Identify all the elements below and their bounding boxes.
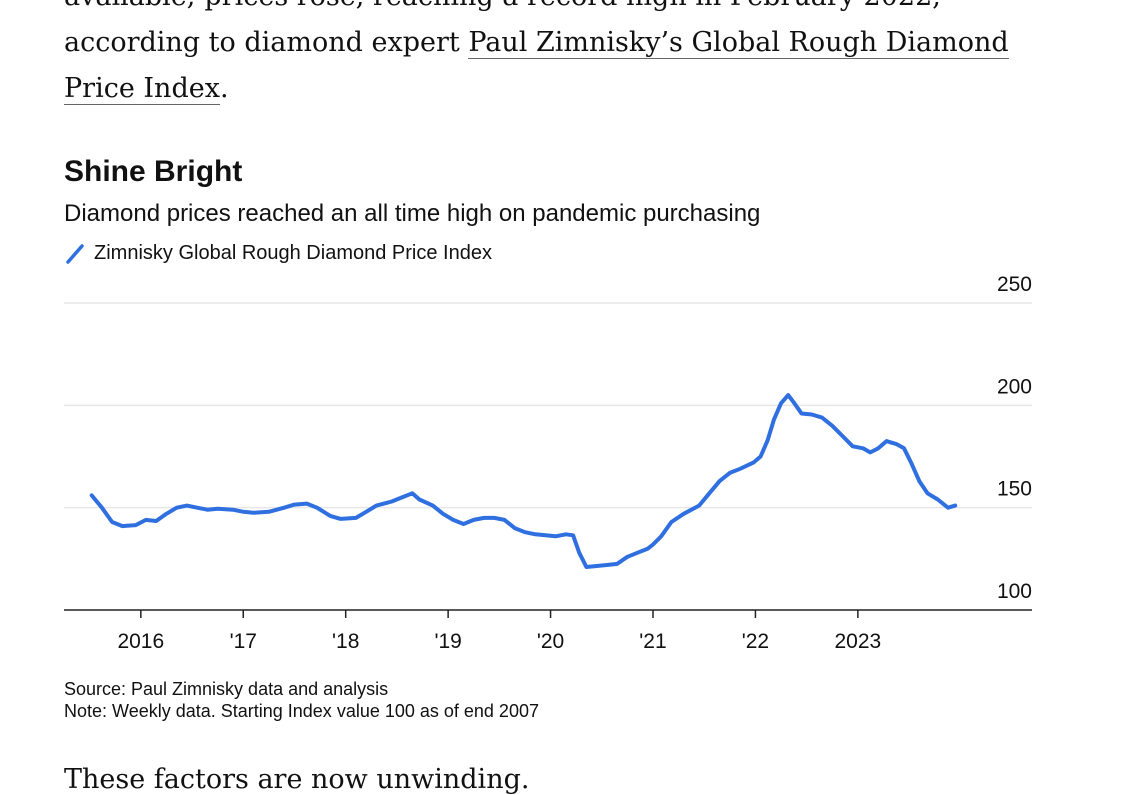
legend-series-label: Zimnisky Global Rough Diamond Price Inde… (94, 242, 492, 264)
legend-line-icon (66, 243, 84, 264)
x-tick-label-2017: '17 (230, 630, 257, 653)
chart-legend: Zimnisky Global Rough Diamond Price Inde… (64, 242, 492, 265)
x-tick-label-2021: '21 (639, 630, 666, 653)
x-tick-label-2016: 2016 (117, 630, 164, 653)
article-paragraph-end: . (219, 73, 229, 104)
article-paragraph: available; prices rose, reaching a recor… (64, 0, 1064, 112)
series-line-0 (89, 393, 958, 569)
article-next-paragraph: These factors are now unwinding. (64, 764, 530, 795)
x-tick-label-2020: '20 (537, 630, 564, 653)
chart-note: Note: Weekly data. Starting Index value … (64, 701, 539, 721)
article-paragraph-text: available; prices rose, reaching a recor… (64, 0, 941, 58)
line-chart: 100 150 200 250 2016 '17 '18 '19 '20 '21 '22 2023 (64, 273, 1032, 653)
y-tick-label-150: 150 (997, 478, 1032, 501)
x-tick-label-2022: '22 (742, 630, 769, 653)
x-tick-label-2018: '18 (332, 630, 359, 653)
x-tick-label-2023: 2023 (835, 630, 882, 653)
x-tick-label-2019: '19 (434, 630, 461, 653)
y-tick-label-100: 100 (997, 580, 1032, 603)
zimnisky-index-link[interactable]: Paul Zimnisky’s Global Rough Diamond Pri… (64, 27, 1009, 105)
y-tick-label-200: 200 (997, 375, 1032, 398)
chart-subtitle: Diamond prices reached an all time high … (64, 200, 761, 227)
chart-source: Source: Paul Zimnisky data and analysis (64, 679, 389, 699)
chart-title: Shine Bright (64, 155, 243, 188)
chart-source-note: Source: Paul Zimnisky data and analysis … (64, 678, 539, 722)
y-tick-label-250: 250 (997, 273, 1032, 296)
